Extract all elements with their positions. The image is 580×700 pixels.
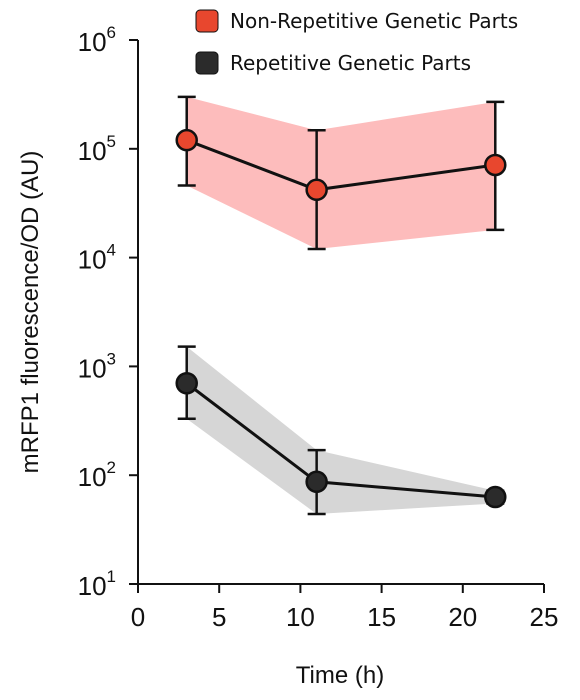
confidence-band — [186, 346, 496, 514]
legend-label: Non-Repetitive Genetic Parts — [230, 9, 518, 33]
legend: Non-Repetitive Genetic Parts Repetitive G… — [195, 9, 518, 75]
data-point — [175, 128, 198, 152]
confidence-bands — [186, 96, 496, 514]
x-tick-label: 5 — [212, 602, 226, 632]
y-tick-label: 101 — [78, 567, 116, 601]
y-axis-label: mRFP1 fluorescence/OD (AU) — [17, 151, 44, 474]
y-tick-label: 102 — [78, 458, 116, 492]
y-ticks: 101 102 103 104 105 106 — [78, 23, 138, 601]
x-ticks: 0 5 10 15 20 25 — [131, 584, 559, 632]
y-tick-label: 104 — [78, 241, 116, 275]
data-point — [484, 485, 507, 509]
x-tick-label: 15 — [367, 602, 396, 632]
data-points — [175, 128, 507, 509]
x-tick-label: 10 — [286, 602, 315, 632]
legend-swatch — [195, 9, 219, 33]
confidence-band — [186, 96, 496, 249]
y-tick-label: 105 — [78, 132, 116, 166]
data-point — [305, 178, 328, 202]
legend-swatch — [195, 51, 219, 75]
legend-label: Repetitive Genetic Parts — [230, 51, 471, 75]
x-tick-label: 20 — [448, 602, 477, 632]
x-axis-label: Time (h) — [296, 662, 384, 689]
data-point — [484, 153, 507, 177]
x-tick-label: 0 — [131, 602, 145, 632]
y-tick-label: 103 — [78, 349, 116, 383]
data-point — [305, 470, 328, 494]
y-tick-label: 106 — [78, 23, 116, 57]
axes: 101 102 103 104 105 106 0 5 10 15 20 25 — [78, 23, 559, 632]
x-tick-label: 25 — [530, 602, 559, 632]
data-point — [175, 372, 198, 395]
